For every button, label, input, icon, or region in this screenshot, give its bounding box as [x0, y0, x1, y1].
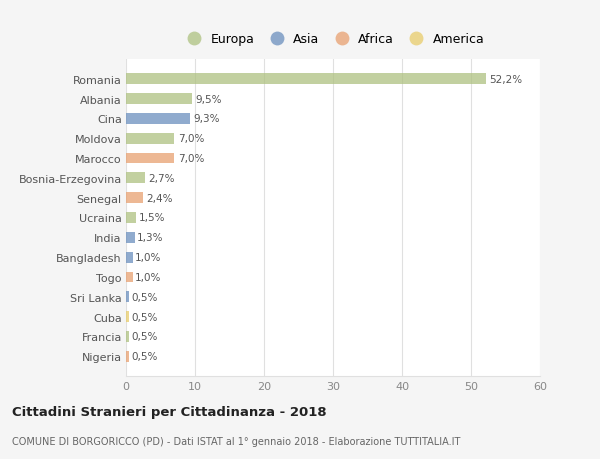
- Text: 1,5%: 1,5%: [139, 213, 165, 223]
- Text: 2,7%: 2,7%: [148, 174, 175, 184]
- Bar: [126, 272, 133, 283]
- Bar: [126, 232, 135, 243]
- Text: COMUNE DI BORGORICCO (PD) - Dati ISTAT al 1° gennaio 2018 - Elaborazione TUTTITA: COMUNE DI BORGORICCO (PD) - Dati ISTAT a…: [12, 437, 460, 446]
- Bar: [126, 114, 190, 124]
- Bar: [126, 252, 133, 263]
- Text: 0,5%: 0,5%: [131, 332, 158, 342]
- Bar: [126, 74, 486, 85]
- Bar: [126, 173, 145, 184]
- Bar: [126, 153, 175, 164]
- Bar: [126, 331, 130, 342]
- Bar: [126, 94, 191, 105]
- Bar: [126, 213, 136, 224]
- Text: 9,3%: 9,3%: [194, 114, 220, 124]
- Bar: [126, 193, 143, 204]
- Text: 1,0%: 1,0%: [135, 252, 161, 263]
- Text: 1,3%: 1,3%: [137, 233, 164, 243]
- Text: 1,0%: 1,0%: [135, 272, 161, 282]
- Text: 7,0%: 7,0%: [178, 154, 204, 164]
- Text: 9,5%: 9,5%: [195, 94, 221, 104]
- Text: 2,4%: 2,4%: [146, 193, 173, 203]
- Bar: [126, 312, 130, 322]
- Bar: [126, 292, 130, 302]
- Legend: Europa, Asia, Africa, America: Europa, Asia, Africa, America: [176, 28, 490, 51]
- Text: 7,0%: 7,0%: [178, 134, 204, 144]
- Bar: [126, 134, 175, 144]
- Text: 0,5%: 0,5%: [131, 352, 158, 362]
- Text: 0,5%: 0,5%: [131, 292, 158, 302]
- Text: 0,5%: 0,5%: [131, 312, 158, 322]
- Text: Cittadini Stranieri per Cittadinanza - 2018: Cittadini Stranieri per Cittadinanza - 2…: [12, 405, 326, 419]
- Bar: [126, 351, 130, 362]
- Text: 52,2%: 52,2%: [490, 74, 523, 84]
